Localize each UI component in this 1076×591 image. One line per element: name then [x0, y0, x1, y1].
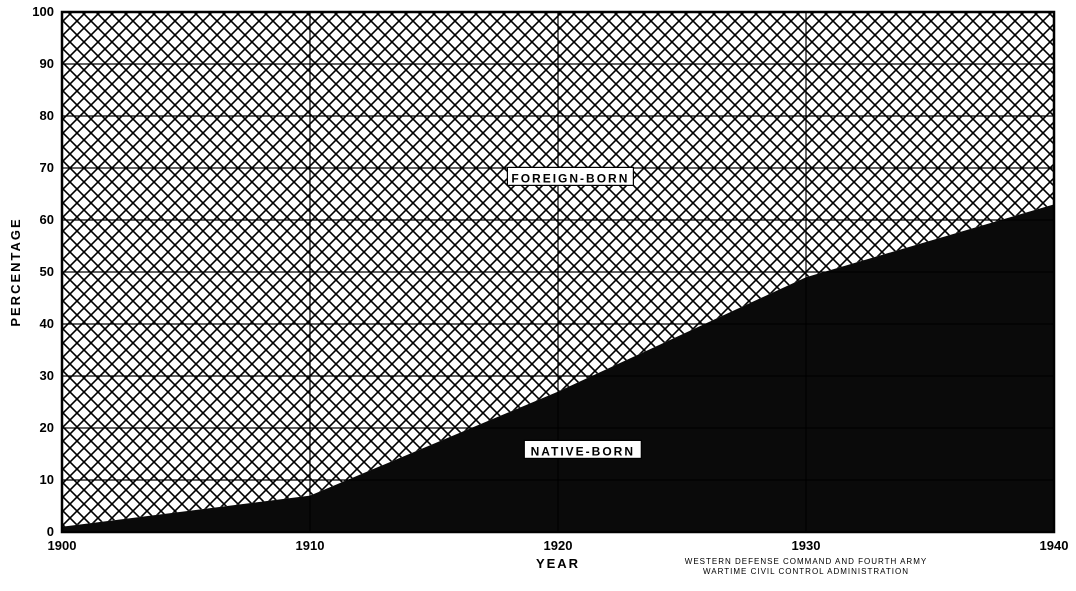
y-tick: 20 [40, 420, 54, 435]
chart-container: 0102030405060708090100 19001910192019301… [0, 0, 1076, 591]
x-tick: 1910 [296, 538, 325, 553]
x-tick: 1940 [1040, 538, 1069, 553]
x-axis-label: YEAR [536, 556, 580, 571]
y-tick-labels: 0 10 20 30 40 50 60 70 80 90 100 [32, 4, 54, 539]
y-tick: 70 [40, 160, 54, 175]
y-tick: 10 [40, 472, 54, 487]
region-label-native-born: NATIVE-BORN [524, 440, 641, 458]
x-tick-labels: 1900 1910 1920 1930 1940 [48, 538, 1069, 553]
region-label-foreign-text: FOREIGN-BORN [511, 171, 629, 185]
credit-line-1: WESTERN DEFENSE COMMAND AND FOURTH ARMY [685, 557, 927, 566]
y-tick: 0 [47, 524, 54, 539]
region-label-native-text: NATIVE-BORN [531, 444, 635, 458]
y-tick: 40 [40, 316, 54, 331]
credit-line-2: WARTIME CIVIL CONTROL ADMINISTRATION [703, 567, 909, 576]
x-tick: 1920 [544, 538, 573, 553]
region-label-foreign-born: FOREIGN-BORN [507, 167, 633, 185]
y-tick: 100 [32, 4, 54, 19]
y-tick: 30 [40, 368, 54, 383]
y-tick: 50 [40, 264, 54, 279]
x-tick: 1930 [792, 538, 821, 553]
y-tick: 60 [40, 212, 54, 227]
stacked-area-chart: 0102030405060708090100 19001910192019301… [0, 0, 1076, 591]
x-tick: 1900 [48, 538, 77, 553]
y-tick: 80 [40, 108, 54, 123]
y-tick: 90 [40, 56, 54, 71]
y-axis-label: PERCENTAGE [8, 217, 23, 326]
